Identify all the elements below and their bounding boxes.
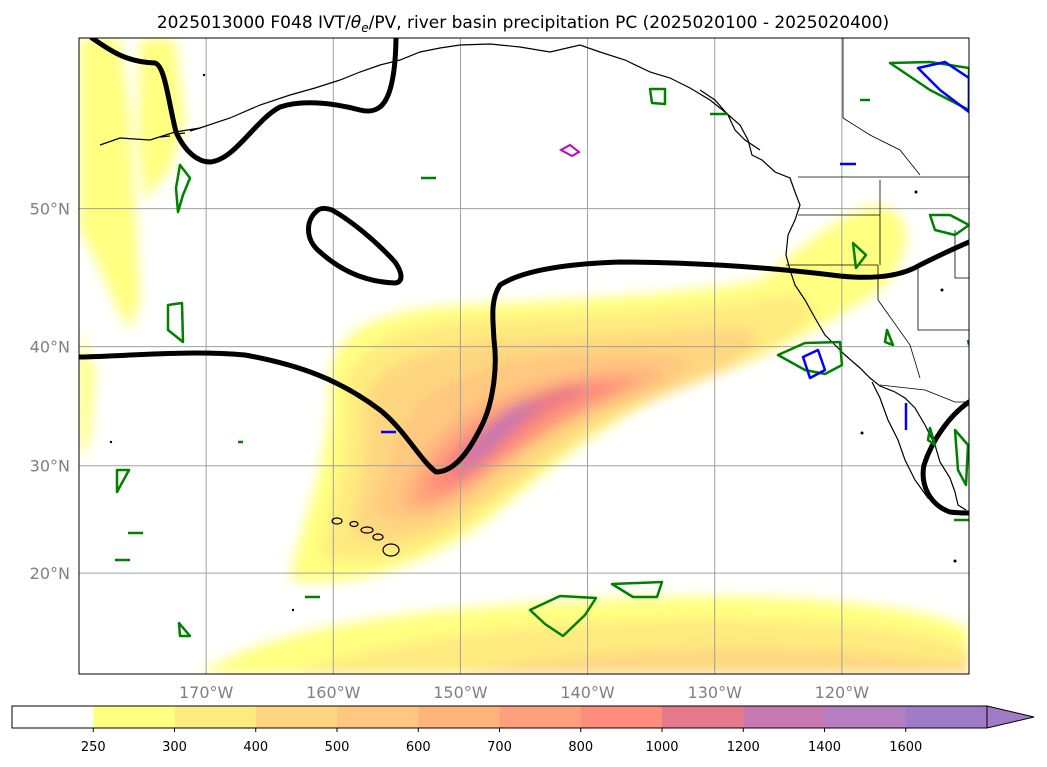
contour-main <box>79 239 969 475</box>
colorbar: 250 300 400 500 600 700 800 1000 1200 1400 1600 <box>11 705 1035 755</box>
figure-title: 2025013000 F048 IVT/θe/PV, river basin p… <box>157 13 889 35</box>
green-contour-14 <box>926 426 937 447</box>
pc-green-contours <box>115 60 969 638</box>
lat-tick-label: 30°N <box>30 457 70 476</box>
border-alaska-canada <box>842 38 921 176</box>
colorbar-swatch <box>12 706 94 728</box>
colorbar-swatch <box>824 706 907 728</box>
colorbar-tick-label: 300 <box>162 740 187 755</box>
green-contour-1 <box>174 163 192 214</box>
ivt-ar-1400 <box>464 402 532 466</box>
colorbar-swatch <box>93 706 175 728</box>
map-panel <box>79 38 969 674</box>
colorbar-tick-label: 1200 <box>727 740 760 755</box>
green-contour-8 <box>851 241 868 270</box>
colorbar-swatch <box>662 706 744 728</box>
ivt-west-band <box>79 38 140 330</box>
green-contour-7 <box>610 580 664 599</box>
ivt-northwest-plume <box>138 38 185 200</box>
green-ticks <box>115 98 969 599</box>
lon-tick-label: 140°W <box>560 683 615 702</box>
lat-labels: 50°N 40°N 30°N 20°N <box>30 200 70 584</box>
border-ca-nv <box>877 265 921 379</box>
colorbar-swatch <box>337 706 419 728</box>
lat-tick-label: 50°N <box>30 200 70 219</box>
colorbar-swatch <box>255 706 338 728</box>
contour-southeast <box>920 399 969 516</box>
green-contour-6 <box>528 594 598 638</box>
colorbar-tick-label: 1600 <box>889 740 922 755</box>
colorbar-tick-label: 1400 <box>808 740 841 755</box>
green-contour-4 <box>177 621 192 638</box>
lon-tick-label: 150°W <box>433 683 488 702</box>
colorbar-swatch <box>905 706 988 728</box>
lat-tick-label: 20°N <box>30 564 70 583</box>
colorbar-swatch <box>174 706 257 728</box>
coast-bc-islands <box>699 89 761 151</box>
coast-alaska-south <box>99 43 967 511</box>
colorbar-swatch <box>418 706 500 728</box>
colorbar-swatch <box>580 706 663 728</box>
blue-contour-2 <box>801 348 827 380</box>
theta-e-contours <box>79 38 969 516</box>
green-contour-11 <box>928 213 969 237</box>
green-contour-9 <box>776 340 844 376</box>
colorbar-tick-label: 600 <box>406 740 431 755</box>
border-az <box>917 265 969 331</box>
ivt-shading <box>79 38 969 674</box>
contour-north-trough <box>89 38 399 165</box>
lon-tick-label: 170°W <box>179 683 234 702</box>
green-contour-3 <box>115 468 131 494</box>
blue-ticks <box>381 162 856 434</box>
border-us-mexico <box>879 384 969 403</box>
small-islands <box>109 73 957 612</box>
green-contour-12 <box>953 428 969 487</box>
gridlines <box>79 38 969 674</box>
ivt-southwest-edge <box>79 330 95 460</box>
map-border <box>78 37 970 675</box>
colorbar-tick-label: 800 <box>568 740 593 755</box>
colorbar-tick-label: 500 <box>325 740 350 755</box>
lon-tick-label: 130°W <box>688 683 743 702</box>
green-contour-10 <box>888 60 969 112</box>
colorbar-swatch <box>743 706 825 728</box>
colorbar-tick-label: 250 <box>81 740 106 755</box>
blue-contour-1 <box>916 60 969 114</box>
lon-tick-label: 120°W <box>815 683 870 702</box>
lat-tick-label: 40°N <box>30 338 70 357</box>
lon-labels: 170°W 160°W 150°W 140°W 130°W 120°W <box>179 683 869 702</box>
contour-closed-low <box>306 206 404 286</box>
colorbar-extend-arrow <box>986 705 1035 729</box>
pc-blue-contours <box>381 60 969 434</box>
coast-baja <box>871 381 946 509</box>
hawaiian-islands <box>331 517 400 557</box>
lon-tick-label: 160°W <box>306 683 361 702</box>
green-contour-2 <box>166 301 185 344</box>
political-borders <box>786 38 969 403</box>
colorbar-tick-label: 1000 <box>645 740 678 755</box>
colorbar-swatch <box>499 706 582 728</box>
coastlines <box>99 43 967 511</box>
colorbar-tick-label: 700 <box>487 740 512 755</box>
green-contour-5 <box>648 87 667 106</box>
green-contour-13 <box>883 328 895 347</box>
pc-magenta-contour <box>558 143 581 158</box>
colorbar-tick-label: 400 <box>243 740 268 755</box>
